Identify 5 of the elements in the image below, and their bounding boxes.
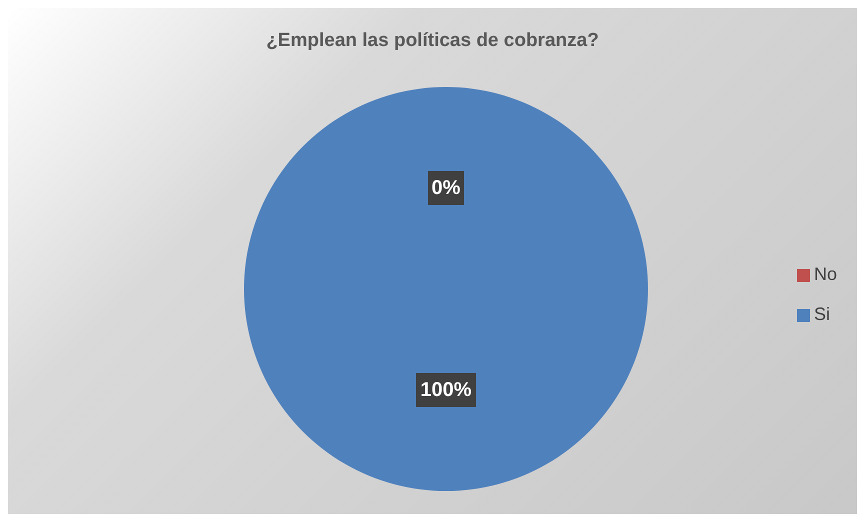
data-label: 100% xyxy=(420,379,472,401)
chart-title: ¿Emplean las políticas de cobranza? xyxy=(265,29,600,53)
legend-label: Si xyxy=(814,304,830,324)
legend-label: No xyxy=(814,264,837,284)
text: 0% xyxy=(432,177,460,199)
